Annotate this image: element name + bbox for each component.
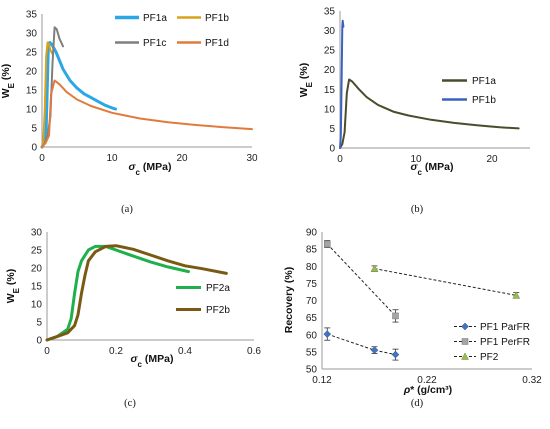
- y-tick-label: 25: [324, 46, 336, 57]
- y-tick-label: 10: [324, 104, 336, 115]
- y-tick-label: 5: [31, 124, 37, 135]
- x-axis-label: σc (MPa): [129, 161, 172, 177]
- data-point: [512, 291, 521, 299]
- y-tick-label: 70: [306, 296, 318, 307]
- y-axis-label: WE (%): [298, 63, 314, 98]
- y-axis-label: Recovery (%): [283, 267, 295, 334]
- legend-label: PF1b: [205, 13, 229, 24]
- y-tick-label: 35: [324, 7, 336, 18]
- y-tick-label: 30: [324, 26, 336, 37]
- chart-panel-d: 50 55 60 65 70 75 80 85 90 0.12 0.22 0.32 Recovery (…: [283, 228, 542, 410]
- data-point: [370, 264, 379, 272]
- y-tick-label: 25: [31, 246, 43, 257]
- legend-label: PF1d: [205, 38, 229, 49]
- series-line-pf2a: [45, 244, 190, 342]
- y-axis-label: WE (%): [5, 269, 21, 304]
- legend-label: PF1c: [143, 38, 166, 49]
- data-point: [391, 350, 400, 359]
- y-tick-label: 15: [31, 282, 43, 293]
- x-tick-label: 0: [337, 154, 343, 165]
- x-axis-label: σc (MPa): [131, 353, 174, 369]
- x-tick-label: 0: [44, 346, 50, 357]
- legend-marker: [461, 338, 469, 345]
- legend-label: PF1 ParFR: [480, 322, 530, 333]
- chart-panel-b: 0 5 10 15 20 25 30 35 0 10 20 WE (%) σc (MPa) (b) PF1a…: [298, 7, 530, 215]
- legend-marker: [461, 322, 469, 331]
- y-tick-label: 80: [306, 262, 318, 273]
- panel-label: (a): [121, 204, 133, 215]
- y-tick-label: 15: [26, 86, 38, 97]
- series-line-pf1d: [41, 79, 253, 148]
- x-axis-label: σc (MPa): [411, 161, 454, 177]
- y-tick-label: 15: [324, 85, 336, 96]
- chart-panel-a: 0 5 10 15 20 25 30 35 0 10 20 30 WE (%) σc (MPa) (a) PF…: [0, 10, 258, 216]
- y-tick-label: 75: [306, 279, 318, 290]
- x-tick-label: 0.4: [178, 346, 192, 357]
- x-tick-label: 20: [486, 154, 498, 165]
- panel-label: (d): [411, 398, 424, 409]
- y-axis-label: WE (%): [0, 64, 16, 99]
- data-point: [323, 330, 332, 338]
- y-tick-label: 30: [26, 29, 38, 40]
- x-tick-label: 0: [39, 153, 45, 164]
- data-point: [370, 346, 379, 355]
- y-tick-label: 0: [329, 144, 335, 155]
- y-tick-label: 5: [329, 124, 335, 135]
- series-line-pf1b: [339, 19, 345, 149]
- y-tick-label: 0: [31, 143, 37, 154]
- legend-label: PF1a: [472, 76, 496, 87]
- series-line-pf1a: [339, 78, 520, 149]
- y-tick-label: 50: [306, 365, 318, 376]
- series-line: [327, 333, 396, 356]
- series-line: [326, 243, 396, 317]
- y-tick-label: 10: [26, 105, 38, 116]
- y-tick-label: 65: [306, 313, 318, 324]
- x-axis-label: ρ* (g/cm³): [403, 384, 452, 396]
- y-tick-label: 30: [31, 228, 43, 239]
- x-tick-label: 0.32: [522, 375, 542, 386]
- x-tick-label: 0.6: [247, 346, 261, 357]
- y-tick-label: 35: [26, 10, 38, 21]
- x-tick-label: 20: [176, 153, 188, 164]
- x-tick-label: 30: [246, 153, 258, 164]
- legend-label: PF1b: [472, 95, 496, 106]
- data-point: [324, 240, 331, 248]
- legend-marker: [461, 352, 469, 360]
- legend-label: PF2: [480, 352, 499, 363]
- x-tick-label: 10: [106, 153, 118, 164]
- y-tick-label: 90: [306, 228, 318, 239]
- y-tick-label: 60: [306, 330, 318, 341]
- x-tick-label: 10: [410, 154, 422, 165]
- data-point: [392, 312, 399, 320]
- x-tick-label: 0.2: [109, 346, 123, 357]
- x-tick-label: 0.12: [312, 375, 332, 386]
- y-tick-label: 20: [31, 264, 43, 275]
- legend-label: PF2a: [206, 283, 230, 294]
- series-line-pf1a: [40, 41, 117, 149]
- series-line-pf2b: [45, 244, 228, 342]
- y-tick-label: 55: [306, 347, 318, 358]
- series-line: [374, 268, 517, 296]
- legend-label: PF1a: [143, 13, 167, 24]
- chart-panel-c: 0 5 10 15 20 25 30 0 0.2 0.4 0.6 WE (%) σc (MPa) (c) P…: [5, 228, 261, 410]
- y-tick-label: 20: [26, 67, 38, 78]
- y-tick-label: 85: [306, 245, 318, 256]
- y-tick-label: 20: [324, 65, 336, 76]
- y-tick-label: 10: [31, 300, 43, 311]
- y-tick-label: 25: [26, 48, 38, 59]
- panel-label: (c): [124, 398, 136, 409]
- legend-label: PF1 PerFR: [480, 337, 530, 348]
- series-line-pf1b: [41, 41, 54, 148]
- y-tick-label: 5: [36, 318, 42, 329]
- legend-label: PF2b: [206, 305, 230, 316]
- y-tick-label: 0: [36, 336, 42, 347]
- x-tick-label: 0.22: [417, 375, 437, 386]
- panel-label: (b): [411, 204, 424, 215]
